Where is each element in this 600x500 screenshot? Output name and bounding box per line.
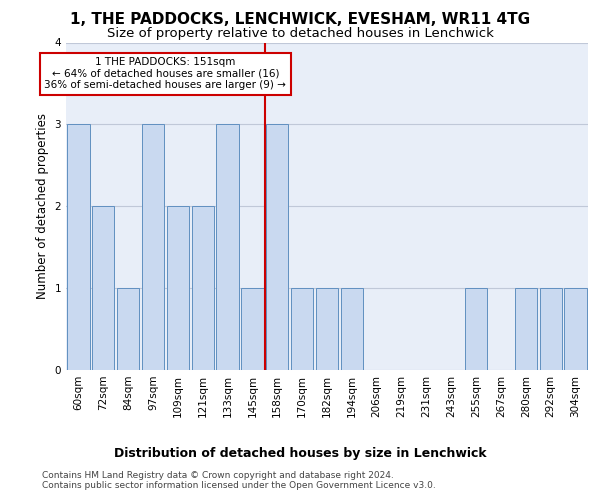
Bar	[117, 288, 139, 370]
Bar	[217, 124, 239, 370]
Bar	[191, 206, 214, 370]
Bar	[465, 288, 487, 370]
Bar	[241, 288, 263, 370]
Text: Contains HM Land Registry data © Crown copyright and database right 2024.
Contai: Contains HM Land Registry data © Crown c…	[42, 470, 436, 490]
Bar	[67, 124, 89, 370]
Bar	[565, 288, 587, 370]
Bar	[92, 206, 115, 370]
Text: Size of property relative to detached houses in Lenchwick: Size of property relative to detached ho…	[107, 28, 493, 40]
Bar	[515, 288, 537, 370]
Bar	[142, 124, 164, 370]
Text: Distribution of detached houses by size in Lenchwick: Distribution of detached houses by size …	[113, 448, 487, 460]
Bar	[316, 288, 338, 370]
Bar	[266, 124, 289, 370]
Text: 1 THE PADDOCKS: 151sqm
← 64% of detached houses are smaller (16)
36% of semi-det: 1 THE PADDOCKS: 151sqm ← 64% of detached…	[44, 57, 286, 90]
Text: 1, THE PADDOCKS, LENCHWICK, EVESHAM, WR11 4TG: 1, THE PADDOCKS, LENCHWICK, EVESHAM, WR1…	[70, 12, 530, 28]
Y-axis label: Number of detached properties: Number of detached properties	[36, 114, 49, 299]
Bar	[539, 288, 562, 370]
Bar	[291, 288, 313, 370]
Bar	[341, 288, 363, 370]
Bar	[167, 206, 189, 370]
